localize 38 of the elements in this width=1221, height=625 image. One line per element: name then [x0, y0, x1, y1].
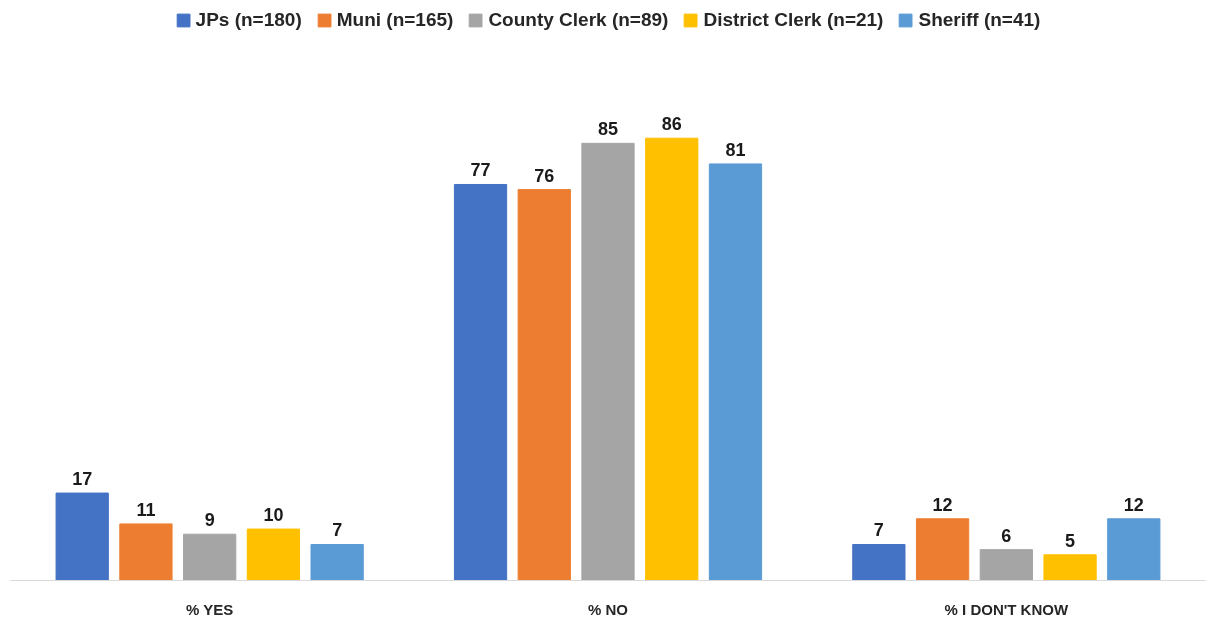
bar: [1043, 554, 1097, 581]
data-label: 81: [725, 139, 746, 160]
data-label: 76: [534, 165, 555, 186]
bar: [517, 189, 571, 581]
legend-label: Sheriff (n=41): [918, 9, 1041, 31]
x-tick-label: % YES: [185, 600, 234, 618]
data-label: 10: [263, 505, 284, 526]
bar: [979, 549, 1033, 581]
data-label: 77: [470, 160, 491, 181]
legend-label: County Clerk (n=89): [488, 9, 669, 31]
bar: [183, 533, 237, 581]
legend-label: District Clerk (n=21): [703, 9, 884, 31]
bar: [581, 142, 635, 581]
bar: [55, 492, 109, 581]
data-label: 7: [873, 520, 884, 541]
bar: [1107, 518, 1161, 581]
bar: [852, 544, 906, 581]
x-tick-label: % I DON'T KNOW: [944, 600, 1069, 618]
x-tick-label: % NO: [588, 600, 629, 618]
bar: [119, 523, 173, 581]
bar: [645, 137, 699, 581]
data-label: 85: [597, 119, 619, 140]
data-label: 11: [136, 499, 156, 520]
bar: [708, 163, 763, 581]
data-label: 12: [1123, 494, 1144, 515]
data-label: 7: [332, 520, 343, 541]
data-label: 12: [932, 494, 953, 515]
data-label: 6: [1001, 525, 1012, 546]
legend-label: JPs (n=180): [195, 9, 302, 31]
bar: [915, 518, 970, 581]
data-label: 5: [1065, 530, 1076, 551]
data-label: 9: [204, 510, 215, 531]
bar: [246, 528, 301, 581]
legend-label: Muni (n=165): [336, 9, 454, 31]
data-label: 86: [661, 114, 682, 135]
bar: [310, 544, 364, 581]
data-label: 17: [72, 469, 93, 490]
bar: [453, 183, 508, 581]
